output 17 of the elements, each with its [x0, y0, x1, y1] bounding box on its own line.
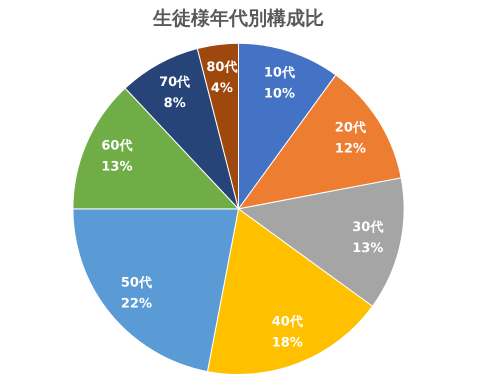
slice-label: 30代: [352, 220, 384, 236]
data-label: 10%: [264, 86, 295, 102]
slice-label: 50代: [120, 276, 152, 291]
chart-title: 生徒様年代別構成比: [152, 7, 324, 30]
data-label: 22%: [120, 296, 152, 312]
slice-label: 80代: [206, 60, 238, 75]
data-label: 4%: [210, 80, 233, 96]
slice-label: 60代: [101, 138, 132, 154]
slice-label: 40代: [272, 314, 303, 330]
data-label: 13%: [352, 241, 384, 256]
data-label: 8%: [164, 96, 186, 112]
slice-label: 70代: [159, 75, 190, 90]
slice-label: 20代: [334, 120, 366, 136]
data-label: 12%: [334, 141, 366, 156]
data-label: 18%: [272, 335, 303, 350]
slice-label: 10代: [264, 65, 295, 80]
data-label: 13%: [101, 160, 132, 175]
